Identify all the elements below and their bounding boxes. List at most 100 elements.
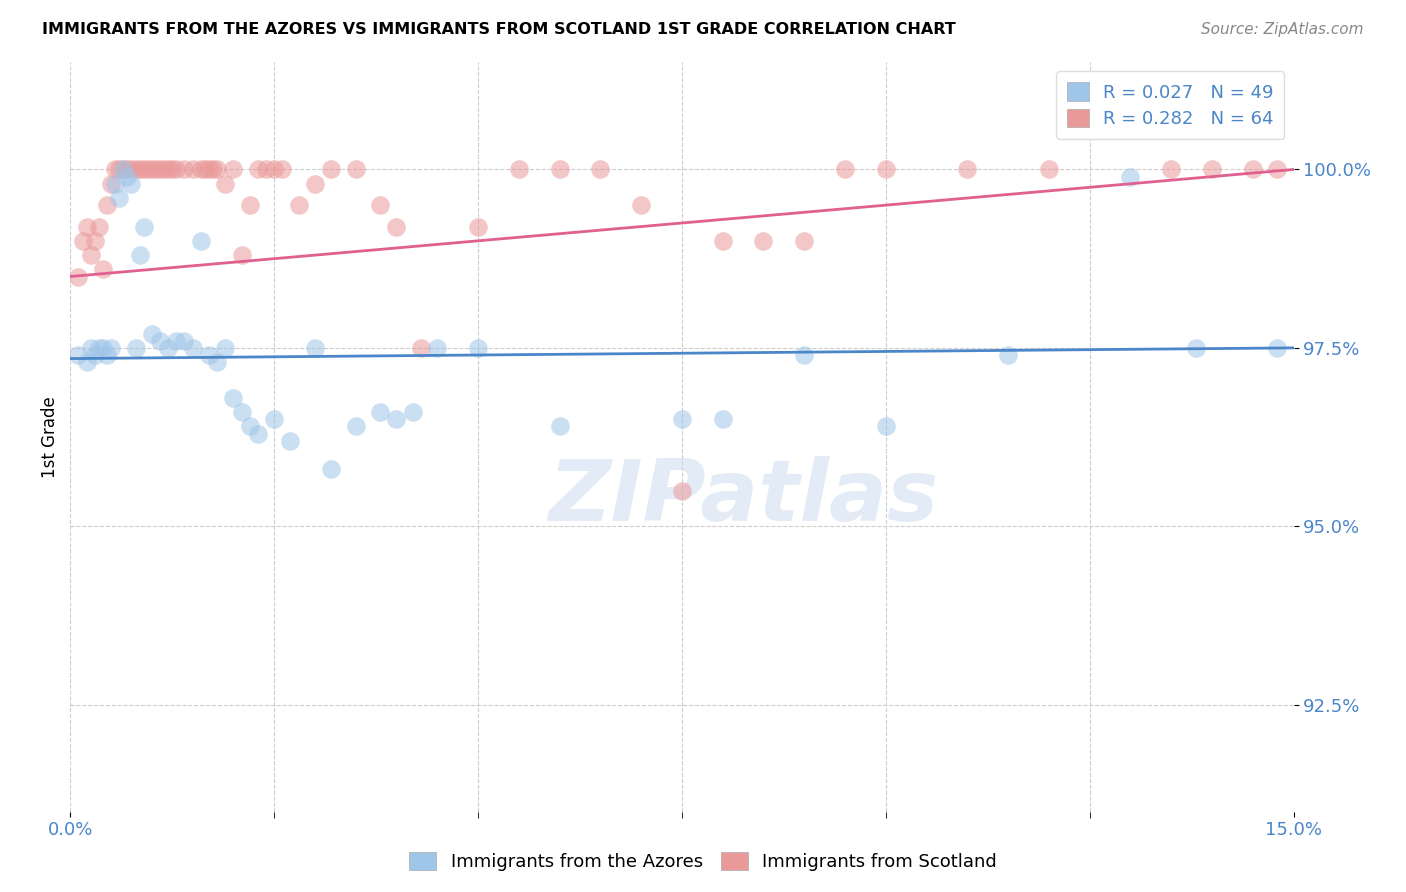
Point: [96, 348, 118, 362]
Point: [162, 162, 183, 177]
Point: [190, 234, 212, 248]
Point: [467, 341, 489, 355]
Point: [79, 248, 103, 262]
Point: [467, 219, 489, 234]
Point: [205, 355, 228, 369]
Point: [83, 234, 105, 248]
Point: [117, 169, 139, 184]
Point: [117, 162, 139, 177]
Point: [239, 198, 262, 212]
Point: [321, 162, 343, 177]
Point: [108, 191, 131, 205]
Legend: R = 0.027   N = 49, R = 0.282   N = 64: R = 0.027 N = 49, R = 0.282 N = 64: [1056, 71, 1285, 139]
Point: [402, 405, 425, 419]
Point: [153, 162, 176, 177]
Point: [202, 162, 225, 177]
Point: [190, 162, 212, 177]
Point: [83, 348, 105, 362]
Point: [231, 248, 253, 262]
Point: [181, 341, 204, 355]
Point: [132, 162, 155, 177]
Point: [104, 177, 127, 191]
Point: [711, 234, 734, 248]
Point: [141, 326, 163, 341]
Point: [263, 162, 285, 177]
Point: [1265, 162, 1288, 177]
Point: [157, 341, 180, 355]
Point: [67, 348, 90, 362]
Point: [956, 162, 979, 177]
Point: [385, 219, 408, 234]
Point: [124, 341, 146, 355]
Point: [87, 341, 110, 355]
Point: [409, 341, 432, 355]
Point: [198, 348, 221, 362]
Point: [548, 419, 571, 434]
Point: [128, 162, 150, 177]
Point: [630, 198, 652, 212]
Point: [96, 198, 118, 212]
Point: [1038, 162, 1060, 177]
Point: [231, 405, 253, 419]
Text: IMMIGRANTS FROM THE AZORES VS IMMIGRANTS FROM SCOTLAND 1ST GRADE CORRELATION CHA: IMMIGRANTS FROM THE AZORES VS IMMIGRANTS…: [42, 22, 956, 37]
Point: [321, 462, 343, 476]
Point: [165, 334, 187, 348]
Point: [104, 162, 127, 177]
Point: [263, 412, 285, 426]
Point: [1119, 169, 1142, 184]
Point: [222, 391, 245, 405]
Point: [67, 269, 90, 284]
Y-axis label: 1st Grade: 1st Grade: [41, 396, 59, 478]
Point: [875, 419, 897, 434]
Point: [72, 234, 94, 248]
Point: [1241, 162, 1264, 177]
Point: [671, 412, 693, 426]
Point: [1184, 341, 1206, 355]
Point: [121, 162, 143, 177]
Point: [222, 162, 245, 177]
Point: [304, 177, 326, 191]
Point: [368, 405, 391, 419]
Point: [145, 162, 167, 177]
Point: [76, 355, 98, 369]
Point: [280, 434, 302, 448]
Point: [205, 162, 228, 177]
Point: [368, 198, 391, 212]
Point: [671, 483, 693, 498]
Point: [173, 162, 195, 177]
Point: [752, 234, 775, 248]
Point: [548, 162, 571, 177]
Point: [198, 162, 221, 177]
Point: [875, 162, 897, 177]
Point: [246, 162, 269, 177]
Point: [194, 162, 217, 177]
Point: [834, 162, 856, 177]
Point: [124, 162, 146, 177]
Point: [254, 162, 277, 177]
Point: [793, 234, 815, 248]
Point: [173, 334, 195, 348]
Point: [304, 341, 326, 355]
Point: [157, 162, 180, 177]
Point: [128, 248, 150, 262]
Point: [87, 219, 110, 234]
Point: [214, 341, 236, 355]
Point: [214, 177, 236, 191]
Point: [149, 162, 172, 177]
Point: [508, 162, 530, 177]
Point: [76, 219, 98, 234]
Point: [711, 412, 734, 426]
Point: [181, 162, 204, 177]
Point: [132, 219, 155, 234]
Point: [91, 262, 114, 277]
Point: [239, 419, 262, 434]
Point: [793, 348, 815, 362]
Point: [112, 162, 135, 177]
Point: [344, 419, 367, 434]
Text: ZIPatlas: ZIPatlas: [548, 456, 938, 539]
Point: [100, 341, 122, 355]
Point: [426, 341, 449, 355]
Point: [344, 162, 367, 177]
Point: [136, 162, 159, 177]
Point: [997, 348, 1019, 362]
